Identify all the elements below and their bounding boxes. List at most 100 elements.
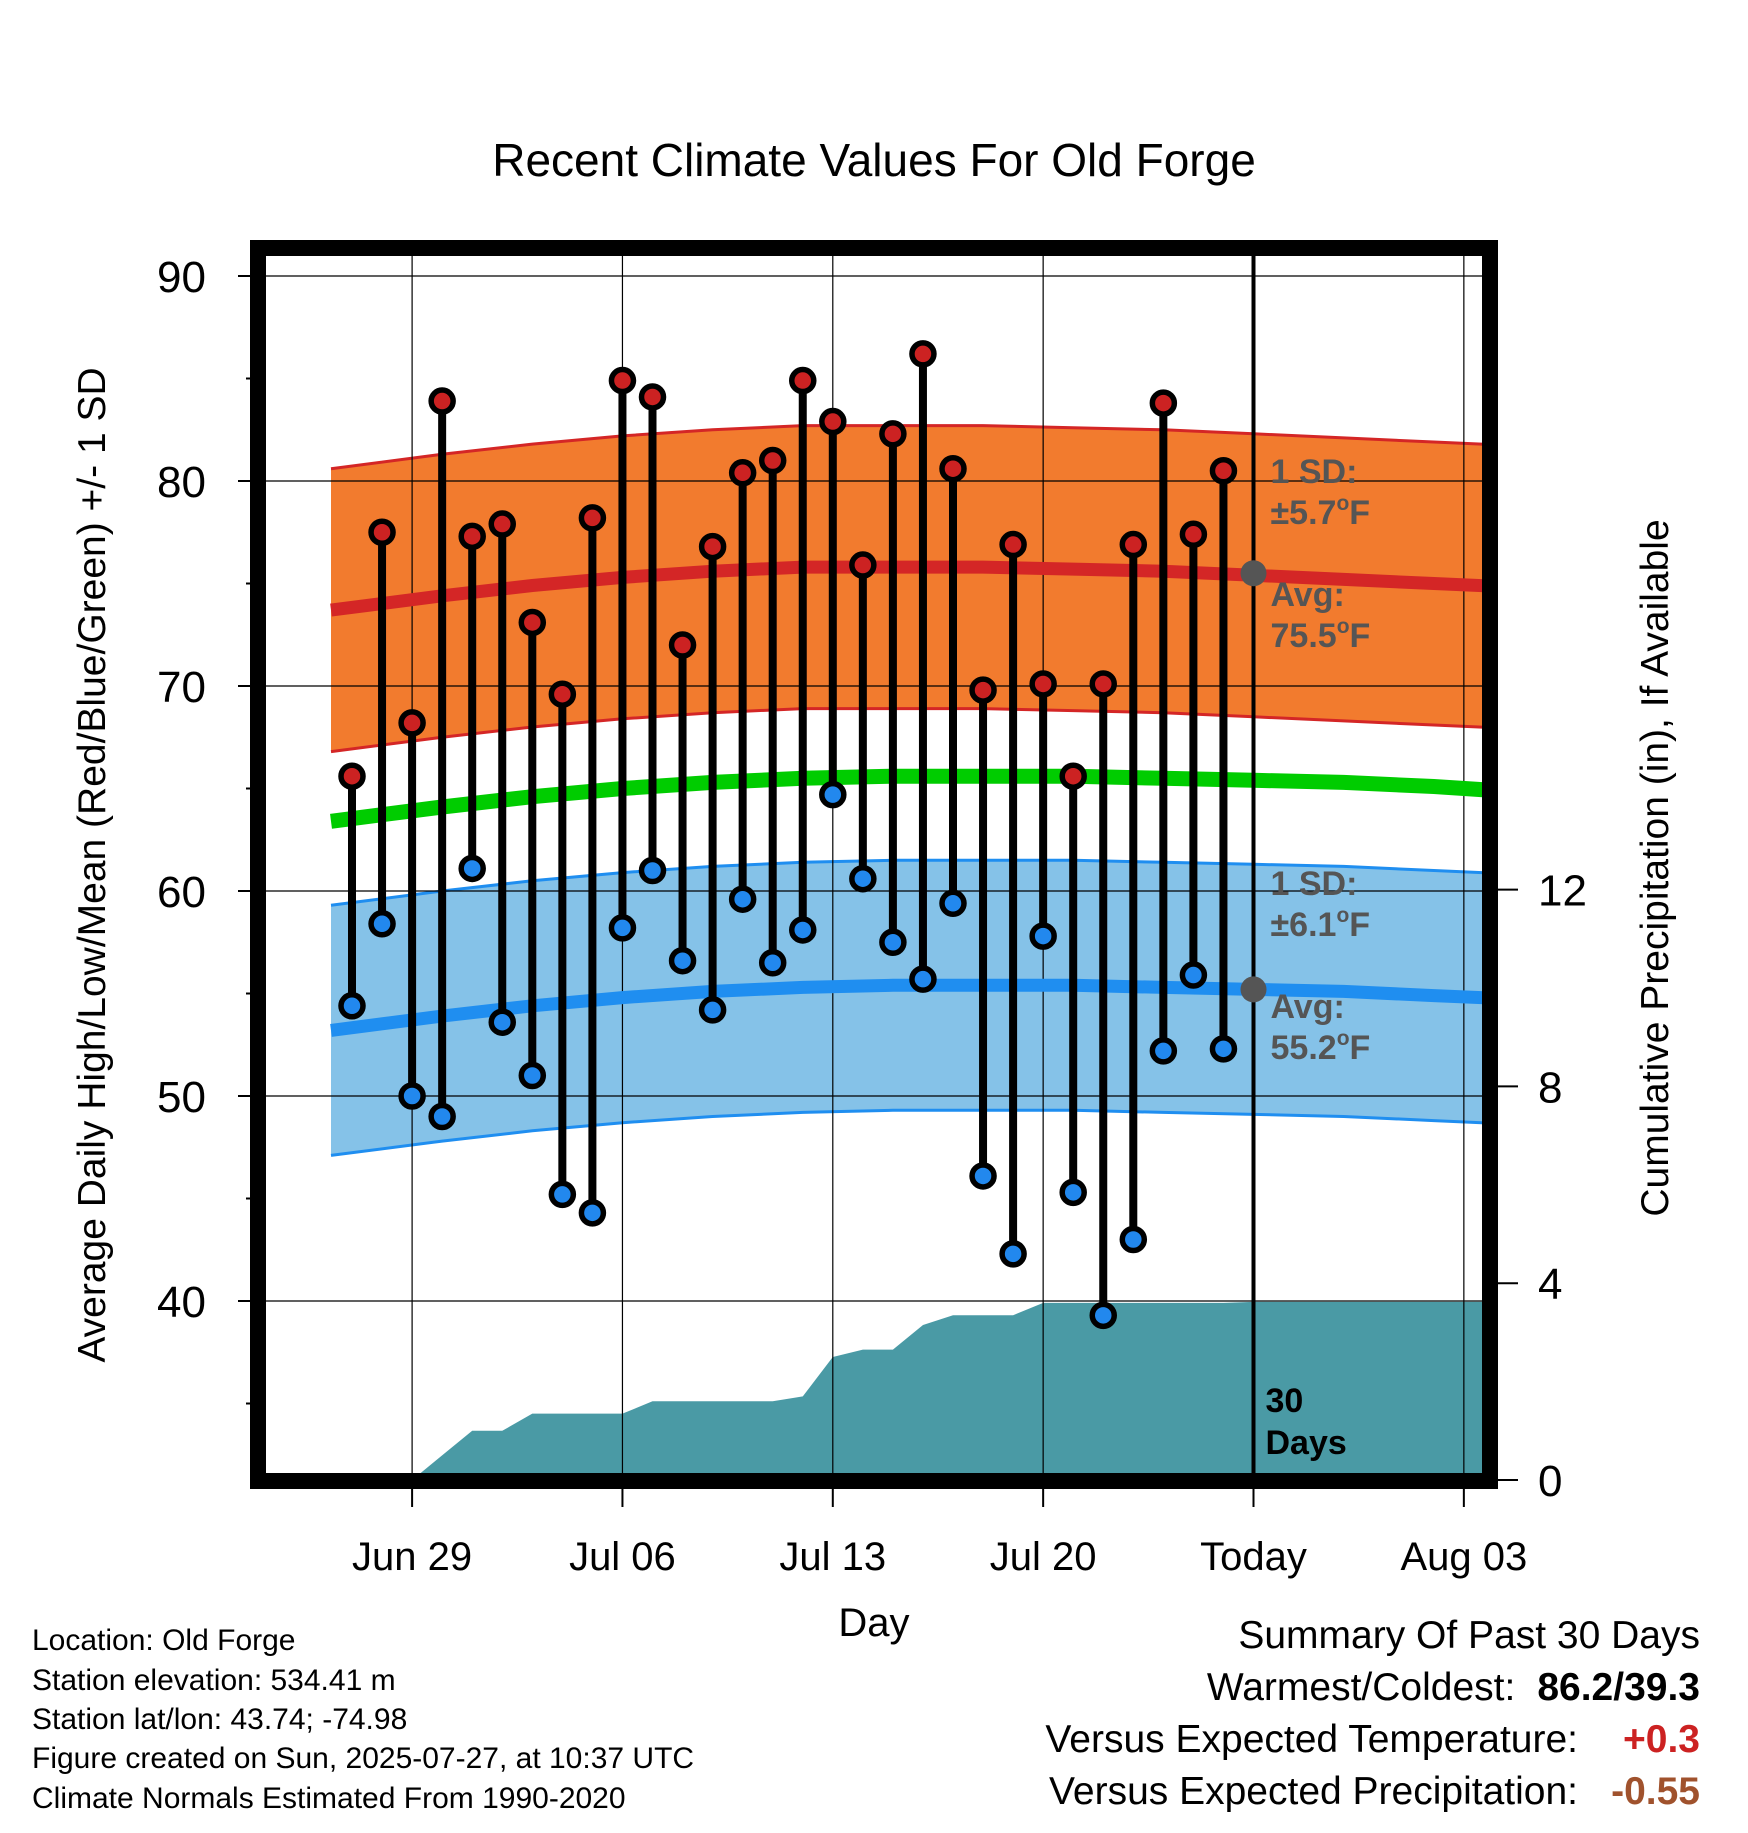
low-point <box>728 885 757 913</box>
created-text: Figure created on Sun, 2025-07-27, at 10… <box>32 1742 695 1775</box>
warm-cold-label: Warmest/Coldest: <box>1206 1666 1516 1709</box>
precip-value: -0.55 <box>1611 1770 1700 1813</box>
low-point <box>398 1082 426 1110</box>
low-point <box>668 946 697 975</box>
chart-title: Recent Climate Values For Old Forge <box>492 134 1256 186</box>
x-tick-label: Jul 20 <box>990 1535 1097 1579</box>
high-point <box>518 608 547 637</box>
normal-mean-line <box>330 768 1490 829</box>
low-point <box>1149 1037 1178 1065</box>
low-point <box>909 965 937 993</box>
normals-text: Climate Normals Estimated From 1990-2020 <box>32 1782 626 1815</box>
normal-low-line <box>330 978 1490 1037</box>
y2-tick-label: 8 <box>1538 1063 1562 1112</box>
high-point <box>668 631 697 659</box>
high-point <box>789 366 817 395</box>
elevation-text: Station elevation: 534.41 m <box>32 1664 396 1697</box>
high-point <box>458 522 486 551</box>
normal-high-line <box>330 560 1490 617</box>
high-point <box>969 676 997 704</box>
high-sd-value: ±5.7oF <box>1271 492 1371 532</box>
temp-value: +0.3 <box>1623 1718 1700 1761</box>
high-point <box>608 366 637 395</box>
low-point <box>458 854 486 883</box>
low-point <box>488 1008 516 1036</box>
low-point <box>698 996 727 1024</box>
precip-area <box>331 1301 1490 1480</box>
low-point <box>548 1180 577 1209</box>
high-point <box>758 446 787 475</box>
x-axis-label: Day <box>838 1601 909 1645</box>
low-point <box>758 949 787 977</box>
low-point <box>428 1102 456 1131</box>
low-point <box>1179 961 1208 989</box>
high-point <box>638 383 667 411</box>
x-tick-label: Jul 13 <box>779 1535 886 1579</box>
high-point <box>398 709 426 737</box>
high-point <box>1149 389 1178 417</box>
high-sd-upper-line <box>330 424 1490 471</box>
high-point <box>728 459 757 487</box>
high-point <box>879 420 907 448</box>
low-point <box>578 1199 607 1227</box>
summary-temp: Versus Expected Temperature: +0.3 <box>1045 1718 1700 1762</box>
y2-tick-label: 0 <box>1538 1457 1562 1506</box>
summary-heading: Summary Of Past 30 Days <box>1238 1614 1700 1657</box>
low-sd-label: 1 SD: <box>1271 865 1358 903</box>
daily-series <box>338 340 1238 1330</box>
high-point <box>1119 530 1148 559</box>
low-point <box>518 1061 547 1090</box>
low-point <box>819 780 847 809</box>
high-point <box>1029 670 1057 698</box>
high-point <box>1179 520 1208 549</box>
low-point <box>338 992 366 1020</box>
today-low-avg-dot <box>1240 976 1267 1003</box>
high-point <box>1209 457 1238 485</box>
high-point <box>578 504 607 532</box>
high-point <box>999 530 1027 559</box>
y-tick-label: 50 <box>157 1073 206 1122</box>
latlon-text: Station lat/lon: 43.74; -74.98 <box>32 1703 408 1736</box>
temp-label: Versus Expected Temperature: <box>1045 1718 1578 1761</box>
x-tick-label: Aug 03 <box>1400 1535 1527 1579</box>
high-avg-value: 75.5oF <box>1271 615 1371 655</box>
low-point <box>638 856 667 885</box>
location-text: Location: Old Forge <box>32 1624 296 1657</box>
today-high-avg-dot <box>1240 560 1267 587</box>
high-point <box>909 340 937 368</box>
x-tick-label: Jul 06 <box>569 1535 676 1579</box>
y-axis-label: Average Daily High/Low/Mean (Red/Blue/Gr… <box>71 367 114 1362</box>
summary-precip: Versus Expected Precipitation: -0.55 <box>1049 1770 1700 1814</box>
high-point <box>698 532 727 561</box>
high-point <box>939 454 967 483</box>
days-label-text: Days <box>1266 1424 1347 1462</box>
low-point <box>1119 1225 1148 1254</box>
low-point <box>879 928 907 956</box>
low-avg-value: 55.2oF <box>1271 1027 1371 1067</box>
x-tick-label: Jun 29 <box>352 1535 472 1579</box>
y2-tick-label: 4 <box>1538 1260 1562 1309</box>
high-avg-label: Avg: <box>1271 576 1345 614</box>
low-sd-upper-line <box>330 858 1490 907</box>
high-sd-label: 1 SD: <box>1271 453 1358 491</box>
high-point <box>548 680 577 708</box>
high-sd-lower-line <box>330 707 1490 754</box>
low-avg-label: Avg: <box>1271 988 1345 1026</box>
high-point <box>488 510 516 538</box>
low-point <box>368 910 396 938</box>
y2-tick-label: 12 <box>1538 867 1587 916</box>
y-tick-label: 80 <box>157 458 206 507</box>
low-point <box>939 889 967 918</box>
precip-label: Versus Expected Precipitation: <box>1049 1770 1578 1813</box>
high-point <box>338 762 366 790</box>
low-point <box>1059 1178 1087 1207</box>
high-point <box>849 551 877 579</box>
x-tick-label: Today <box>1200 1535 1307 1579</box>
high-point <box>368 518 396 546</box>
y-tick-label: 90 <box>157 253 206 302</box>
high-point <box>428 387 456 415</box>
low-point <box>1029 922 1057 950</box>
